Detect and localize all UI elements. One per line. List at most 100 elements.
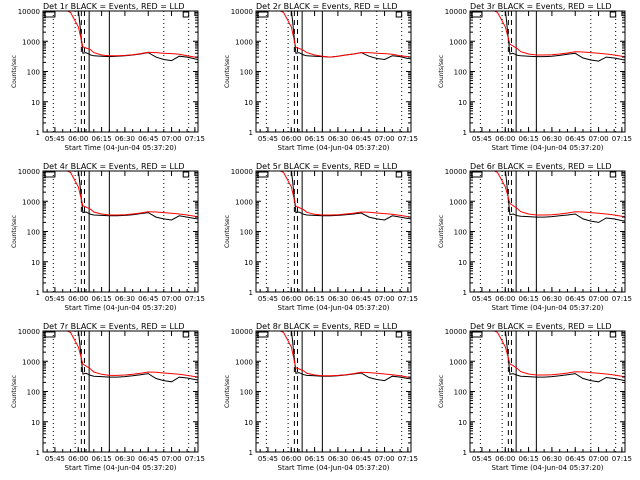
y-tick-label: 100 [240,389,253,397]
y-tick-label: 100 [240,69,253,77]
flag-marker [44,171,56,178]
y-tick-label: 10 [458,419,467,427]
x-tick-label: 06:15 [518,135,538,143]
chart-panel-5: 1 10 100 1000 10000 05:45 06:00 06:15 06:30 06:45… [224,162,418,312]
x-tick-label: 07:00 [374,455,394,463]
y-axis-label: Counts/sec [11,55,18,88]
lld-series-line [470,171,625,218]
x-tick-label: 07:15 [185,135,205,143]
x-tick-label: 06:30 [328,455,348,463]
x-tick-label: 07:15 [612,455,632,463]
flag-marker [395,331,403,338]
x-tick-label: 07:00 [588,455,608,463]
x-tick-label: 06:15 [91,455,111,463]
x-axis-label: Start Time (04-Jun-04 05:37:20) [65,304,177,312]
x-tick-label: 06:00 [281,455,301,463]
y-tick-label: 1 [463,449,467,457]
x-tick-label: 06:15 [304,455,324,463]
x-tick-label: 06:00 [495,455,515,463]
y-tick-label: 1 [463,289,467,297]
x-tick-label: 06:15 [91,135,111,143]
y-tick-label: 1 [463,129,467,137]
x-tick-label: 07:00 [374,135,394,143]
x-tick-label: 07:00 [161,135,181,143]
events-series-line [43,11,198,62]
flag-marker [182,11,190,18]
x-tick-label: 06:00 [281,295,301,303]
y-tick-label: 10000 [18,168,40,176]
y-tick-label: 1 [249,289,253,297]
y-tick-label: 1 [36,129,40,137]
chart-panel-2: 1 10 100 1000 10000 05:45 06:00 06:15 06:30 06:45… [224,2,418,152]
y-tick-label: 10 [244,419,253,427]
plot-frame [42,10,199,133]
y-tick-label: 10000 [231,8,253,16]
x-tick-label: 05:45 [45,295,65,303]
x-tick-label: 05:45 [472,295,492,303]
y-axis-label: Counts/sec [11,215,18,248]
x-tick-label: 06:45 [565,135,585,143]
y-axis-label: Counts/sec [224,55,231,88]
chart-title: Det 3r BLACK = Events, RED = LLD [470,2,612,11]
chart-title: Det 7r BLACK = Events, RED = LLD [43,322,185,331]
chart-panel-8: 1 10 100 1000 10000 05:45 06:00 06:15 06:30 06:45… [224,322,418,472]
x-axis-label: Start Time (04-Jun-04 05:37:20) [65,144,177,152]
y-tick-label: 10 [458,259,467,267]
y-tick-label: 10 [244,259,253,267]
y-tick-label: 1000 [449,358,467,366]
y-tick-label: 1000 [235,358,253,366]
x-tick-label: 06:15 [518,295,538,303]
x-tick-label: 06:15 [304,295,324,303]
lld-series-line [256,11,411,58]
lld-series-line [43,11,198,58]
chart-panel-4: 1 10 100 1000 10000 05:45 06:00 06:15 06:30 06:45… [11,162,205,312]
y-tick-label: 1000 [22,198,40,206]
x-tick-label: 06:00 [495,135,515,143]
flag-marker [395,171,403,178]
y-tick-label: 10000 [231,168,253,176]
y-tick-label: 100 [454,389,467,397]
flag-marker [609,171,617,178]
events-series-line [43,171,198,221]
y-tick-label: 1000 [22,38,40,46]
x-tick-label: 06:15 [91,295,111,303]
plot-frame [469,10,626,133]
x-tick-label: 06:30 [542,295,562,303]
flag-marker [257,171,269,178]
flag-marker [257,331,269,338]
x-tick-label: 06:30 [328,295,348,303]
x-tick-label: 07:00 [161,295,181,303]
y-tick-label: 100 [454,69,467,77]
flag-marker [609,331,617,338]
flag-marker [257,11,269,18]
plot-frame [469,170,626,293]
lld-series-line [256,331,411,378]
y-tick-label: 1 [249,449,253,457]
flag-marker [44,331,56,338]
y-tick-label: 10000 [18,328,40,336]
lld-series-line [43,331,198,378]
x-tick-label: 06:45 [351,455,371,463]
x-tick-label: 07:00 [161,455,181,463]
flag-marker [471,171,483,178]
x-axis-label: Start Time (04-Jun-04 05:37:20) [278,304,390,312]
y-axis-label: Counts/sec [438,215,445,248]
y-axis-label: Counts/sec [224,375,231,408]
events-series-line [470,331,625,383]
y-tick-label: 10000 [445,8,467,16]
y-tick-label: 10 [31,419,40,427]
events-series-line [43,331,198,383]
flag-marker [182,171,190,178]
x-tick-label: 06:45 [565,455,585,463]
x-tick-label: 06:00 [68,295,88,303]
y-tick-label: 1 [36,449,40,457]
events-series-line [256,171,411,221]
x-tick-label: 07:15 [612,135,632,143]
events-series-line [470,11,625,62]
x-tick-label: 06:45 [138,455,158,463]
y-tick-label: 10 [458,99,467,107]
x-tick-label: 07:15 [398,135,418,143]
y-tick-label: 10 [31,99,40,107]
x-tick-label: 07:00 [588,135,608,143]
chart-panel-9: 1 10 100 1000 10000 05:45 06:00 06:15 06:30 06:45… [438,322,632,472]
